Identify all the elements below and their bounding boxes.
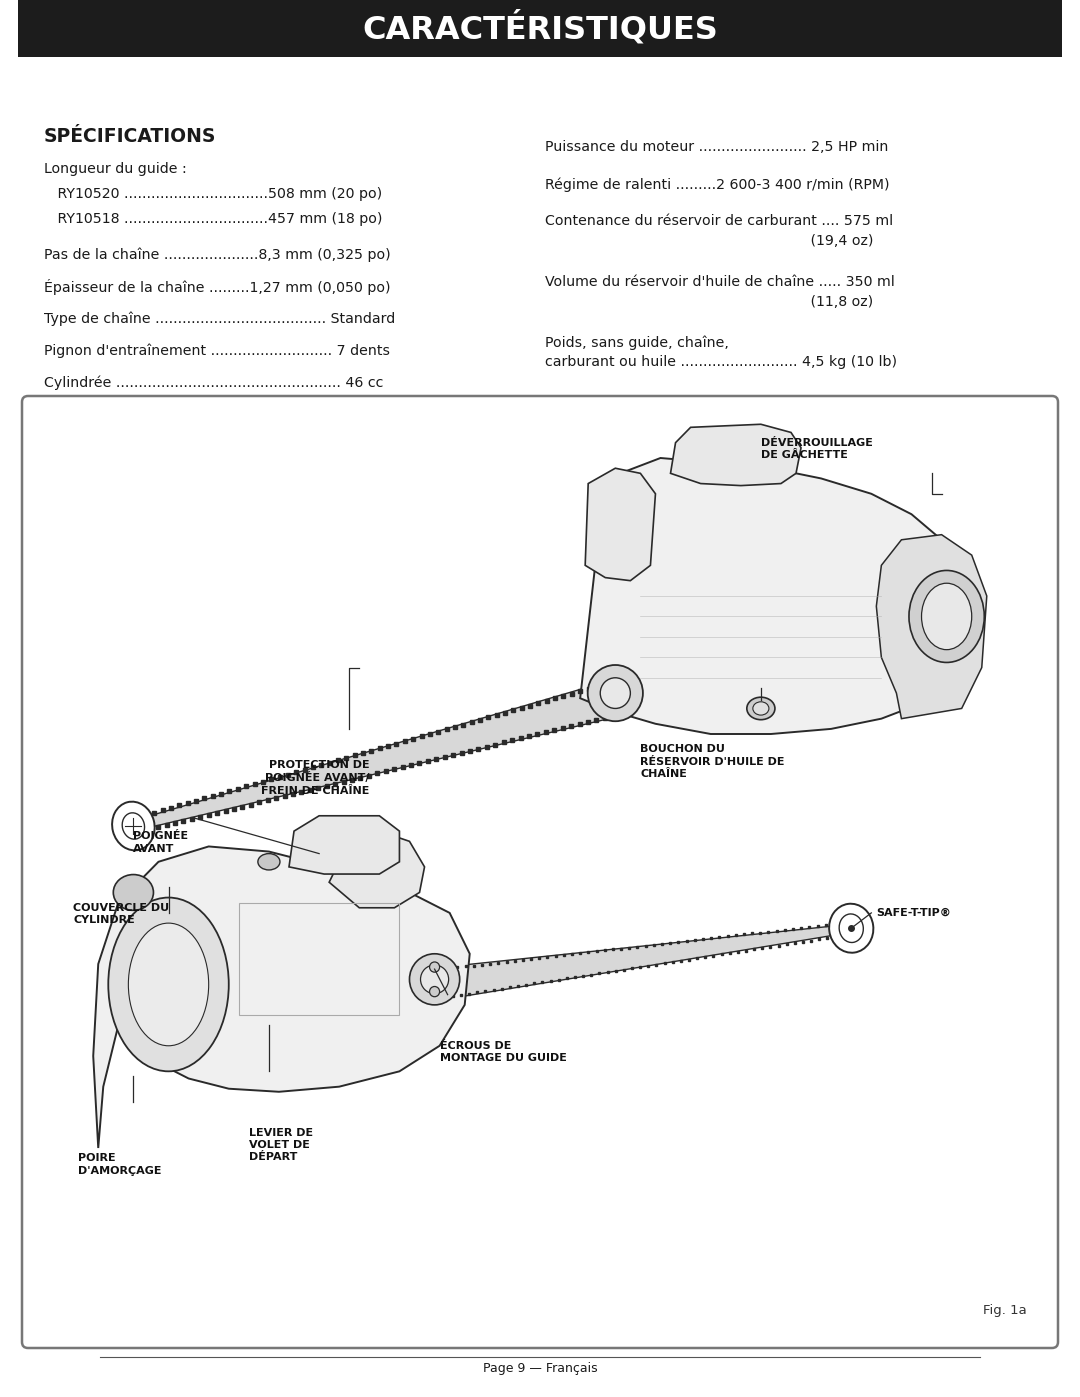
Text: Poids, sans guide, chaîne,: Poids, sans guide, chaîne, [545, 335, 729, 349]
Bar [18, 0, 1062, 57]
Text: Pignon d'entraînement ........................... 7 dents: Pignon d'entraînement ..................… [44, 344, 390, 358]
Text: Type de chaîne ...................................... Standard: Type de chaîne .........................… [44, 312, 395, 326]
Text: RY10520 ................................508 mm (20 po): RY10520 ................................… [44, 187, 382, 201]
Polygon shape [132, 680, 620, 831]
Ellipse shape [122, 813, 145, 840]
Text: Cylindrée .................................................. 46 cc: Cylindrée ..............................… [44, 374, 383, 390]
Text: Volume du réservoir d'huile de chaîne ..... 350 ml: Volume du réservoir d'huile de chaîne ..… [545, 275, 894, 289]
Polygon shape [580, 458, 982, 733]
Ellipse shape [409, 954, 460, 1004]
Ellipse shape [430, 963, 440, 972]
Ellipse shape [430, 986, 440, 996]
Text: COUVERCLE DU
CYLINDRE: COUVERCLE DU CYLINDRE [73, 902, 170, 925]
Ellipse shape [129, 923, 208, 1046]
Ellipse shape [909, 570, 984, 662]
Polygon shape [289, 816, 400, 875]
Text: Longueur du guide :: Longueur du guide : [44, 162, 187, 176]
Text: Régime de ralenti .........2 600-3 400 r/min (RPM): Régime de ralenti .........2 600-3 400 r… [545, 177, 890, 191]
Ellipse shape [747, 697, 775, 719]
Ellipse shape [108, 897, 229, 1071]
Ellipse shape [112, 802, 154, 851]
Ellipse shape [921, 583, 972, 650]
Polygon shape [876, 535, 987, 718]
Text: Page 9 — Français: Page 9 — Français [483, 1362, 597, 1375]
Ellipse shape [420, 965, 448, 993]
Polygon shape [671, 425, 801, 486]
Text: SPÉCIFICATIONS: SPÉCIFICATIONS [44, 127, 216, 147]
FancyBboxPatch shape [22, 395, 1058, 1348]
Text: Puissance du moteur ........................ 2,5 HP min: Puissance du moteur ....................… [545, 140, 889, 154]
Text: CARACTÉRISTIQUES: CARACTÉRISTIQUES [362, 11, 718, 45]
Text: PROTECTION DE
POIGNÉE AVANT/
FREIN DE CHAÎNE: PROTECTION DE POIGNÉE AVANT/ FREIN DE CH… [261, 760, 369, 796]
Text: Pas de la chaîne .....................8,3 mm (0,325 po): Pas de la chaîne .....................8,… [44, 247, 391, 261]
Text: Fig. 1a: Fig. 1a [983, 1303, 1027, 1316]
Ellipse shape [258, 854, 280, 870]
Text: SAFE-T-TIP®: SAFE-T-TIP® [876, 908, 951, 918]
Text: carburant ou huile .......................... 4,5 kg (10 lb): carburant ou huile .....................… [545, 355, 897, 369]
Text: ÉCROUS DE
MONTAGE DU GUIDE: ÉCROUS DE MONTAGE DU GUIDE [440, 1041, 567, 1063]
Text: RY10518 ................................457 mm (18 po): RY10518 ................................… [44, 212, 382, 226]
Ellipse shape [600, 678, 631, 708]
Ellipse shape [829, 904, 874, 953]
Text: POIRE
D'AMORÇAGE: POIRE D'AMORÇAGE [78, 1153, 162, 1175]
Text: Épaisseur de la chaîne .........1,27 mm (0,050 po): Épaisseur de la chaîne .........1,27 mm … [44, 279, 391, 295]
Polygon shape [432, 925, 852, 1000]
Text: Contenance du réservoir de carburant .... 575 ml: Contenance du réservoir de carburant ...… [545, 214, 893, 228]
Polygon shape [585, 468, 656, 581]
Text: POIGNÉE
AVANT: POIGNÉE AVANT [134, 831, 189, 854]
Text: DÉVERROUILLAGE
DE GÂCHETTE: DÉVERROUILLAGE DE GÂCHETTE [761, 437, 873, 460]
Ellipse shape [588, 665, 643, 721]
Text: (11,8 oz): (11,8 oz) [545, 295, 873, 309]
Ellipse shape [839, 914, 863, 943]
Ellipse shape [113, 875, 153, 911]
Polygon shape [93, 847, 470, 1148]
Polygon shape [329, 831, 424, 908]
Text: (19,4 oz): (19,4 oz) [545, 235, 874, 249]
Ellipse shape [753, 701, 769, 715]
Text: BOUCHON DU
RÉSERVOIR D'HUILE DE
CHAÎNE: BOUCHON DU RÉSERVOIR D'HUILE DE CHAÎNE [640, 745, 785, 780]
Text: LEVIER DE
VOLET DE
DÉPART: LEVIER DE VOLET DE DÉPART [248, 1127, 313, 1162]
